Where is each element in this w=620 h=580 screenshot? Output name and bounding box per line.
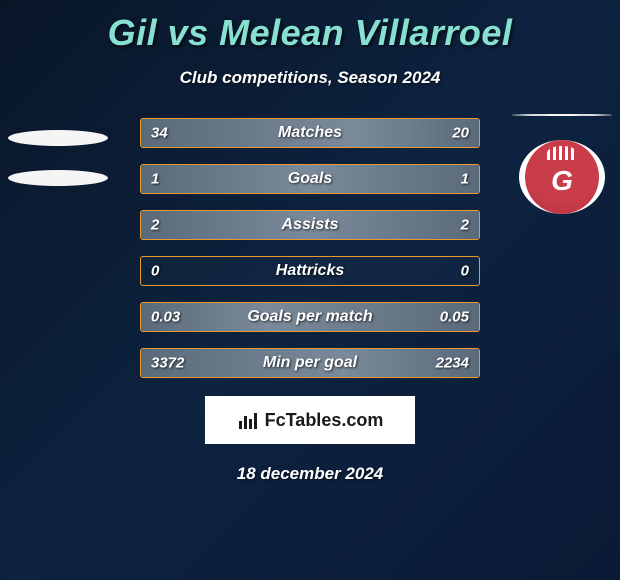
- club-badge-crest-icon: [547, 146, 577, 160]
- ellipse-icon: [8, 170, 108, 186]
- club-badge-letter: G: [551, 165, 573, 197]
- comparison-bar-row: 1 1 Goals: [140, 164, 480, 194]
- comparison-bars: 34 20 Matches 1 1 Goals 2 2 Assists 0 0 Hattricks 0.…: [140, 118, 480, 378]
- bar-value-left: 3372: [151, 355, 184, 372]
- ellipse-icon: [8, 130, 108, 146]
- page-subtitle: Club competitions, Season 2024: [0, 68, 620, 88]
- date-label: 18 december 2024: [0, 464, 620, 484]
- bar-label: Assists: [282, 216, 339, 234]
- bar-value-right: 0.05: [440, 309, 469, 326]
- team-left-logo: [8, 118, 108, 198]
- comparison-bar-row: 2 2 Assists: [140, 210, 480, 240]
- team-right-logo: G: [512, 118, 612, 198]
- comparison-content: G 34 20 Matches 1 1 Goals 2 2 Assists 0 0 Hattricks…: [0, 118, 620, 378]
- bar-fill-left: [141, 165, 310, 193]
- header: Gil vs Melean Villarroel Club competitio…: [0, 0, 620, 88]
- bar-value-right: 1: [461, 171, 469, 188]
- ellipse-icon: [512, 114, 612, 116]
- comparison-bar-row: 3372 2234 Min per goal: [140, 348, 480, 378]
- brand-panel: FcTables.com: [205, 396, 415, 444]
- bars-chart-icon: [237, 409, 259, 431]
- bar-value-right: 0: [461, 263, 469, 280]
- bar-value-right: 20: [452, 125, 469, 142]
- bar-fill-right: [310, 165, 479, 193]
- bar-value-left: 2: [151, 217, 159, 234]
- bar-label: Matches: [278, 124, 342, 142]
- brand-text: FcTables.com: [265, 410, 384, 431]
- bar-value-left: 1: [151, 171, 159, 188]
- bar-value-right: 2: [461, 217, 469, 234]
- bar-label: Min per goal: [263, 354, 357, 372]
- bar-value-right: 2234: [436, 355, 469, 372]
- comparison-bar-row: 34 20 Matches: [140, 118, 480, 148]
- comparison-bar-row: 0 0 Hattricks: [140, 256, 480, 286]
- bar-value-left: 0: [151, 263, 159, 280]
- bar-label: Goals per match: [247, 308, 372, 326]
- club-badge-inner: G: [525, 140, 599, 214]
- page-title: Gil vs Melean Villarroel: [0, 12, 620, 54]
- club-badge: G: [519, 140, 605, 214]
- bar-label: Goals: [288, 170, 332, 188]
- bar-value-left: 0.03: [151, 309, 180, 326]
- bar-label: Hattricks: [276, 262, 344, 280]
- bar-value-left: 34: [151, 125, 168, 142]
- comparison-bar-row: 0.03 0.05 Goals per match: [140, 302, 480, 332]
